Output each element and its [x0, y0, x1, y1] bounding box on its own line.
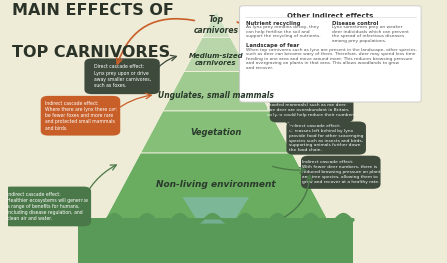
Text: Lynx sometimes prey on weaker
deer individuals which can prevent
the spread of i: Lynx sometimes prey on weaker deer indiv… [333, 25, 409, 43]
FancyBboxPatch shape [41, 96, 120, 136]
Text: Vegetation: Vegetation [190, 128, 241, 137]
Text: Landscape of fear: Landscape of fear [246, 43, 299, 48]
FancyBboxPatch shape [84, 58, 160, 94]
Text: Indirect cascade effect:
Healthier ecosystems will generate
a range of benefits : Indirect cascade effect: Healthier ecosy… [7, 191, 88, 221]
Text: Direct cascade effect:
Lynx feed mainly on ungulates
(hoofed mammals) such as ro: Direct cascade effect: Lynx feed mainly … [267, 93, 356, 117]
FancyBboxPatch shape [240, 6, 421, 102]
Text: Indirect cascade effect:
Where there are lynx there can
be fewer foxes and more : Indirect cascade effect: Where there are… [45, 101, 116, 131]
Text: Indirect cascade effect:
With fewer deer numbers, there is
reduced browsing pres: Indirect cascade effect: With fewer deer… [302, 160, 380, 184]
Bar [78, 218, 353, 263]
Text: Non-living environment: Non-living environment [156, 180, 276, 189]
Text: Direct cascade effect:
Lynx prey upon or drive
away smaller carnivores,
such as : Direct cascade effect: Lynx prey upon or… [93, 64, 151, 88]
Text: Top
carnivores: Top carnivores [193, 15, 238, 35]
Text: When top carnivores such as lynx are present in the landscape, other species,
su: When top carnivores such as lynx are pre… [246, 48, 417, 70]
Text: TOP CARNIVORES: TOP CARNIVORES [12, 45, 170, 60]
Text: As lynx prey remains decay, they
can help fertilise the soil and
support the rec: As lynx prey remains decay, they can hel… [246, 25, 321, 38]
Text: Ungulates, small mammals: Ungulates, small mammals [158, 92, 274, 100]
FancyBboxPatch shape [287, 122, 366, 155]
Text: Other indirect effects: Other indirect effects [287, 13, 374, 19]
FancyBboxPatch shape [301, 156, 380, 189]
Text: Indirect cascade effect:
Carcasses left behind by lynx
provide food for other sc: Indirect cascade effect: Carcasses left … [289, 124, 363, 152]
Text: Disease control: Disease control [333, 21, 379, 26]
Text: Nutrient recycling: Nutrient recycling [246, 21, 300, 26]
FancyBboxPatch shape [3, 187, 91, 226]
FancyBboxPatch shape [270, 88, 354, 123]
Text: Medium-sized
carnivores: Medium-sized carnivores [189, 53, 243, 66]
Text: MAIN EFFECTS OF: MAIN EFFECTS OF [12, 3, 173, 18]
